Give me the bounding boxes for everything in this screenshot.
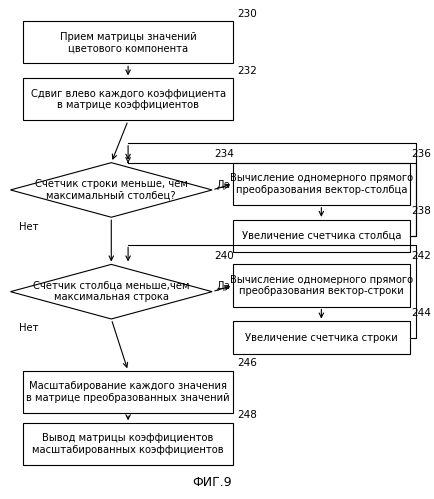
FancyBboxPatch shape xyxy=(233,163,409,205)
Text: 248: 248 xyxy=(237,410,256,420)
Text: Вычисление одномерного прямого
преобразования вектор-строки: Вычисление одномерного прямого преобразо… xyxy=(229,274,412,296)
Text: 246: 246 xyxy=(237,358,256,368)
FancyBboxPatch shape xyxy=(23,423,233,466)
Text: Счетчик столбца меньше,чем
максимальная строка: Счетчик столбца меньше,чем максимальная … xyxy=(33,281,189,302)
FancyBboxPatch shape xyxy=(23,371,233,413)
Text: ФИГ.9: ФИГ.9 xyxy=(192,476,231,489)
Polygon shape xyxy=(10,163,212,217)
Text: Сдвиг влево каждого коэффициента
в матрице коэффициентов: Сдвиг влево каждого коэффициента в матри… xyxy=(30,89,225,110)
Text: Вывод матрицы коэффициентов
масштабированных коэффициентов: Вывод матрицы коэффициентов масштабирова… xyxy=(32,434,224,455)
Text: 236: 236 xyxy=(411,149,431,159)
FancyBboxPatch shape xyxy=(23,78,233,120)
Text: Нет: Нет xyxy=(19,323,38,333)
Text: Да: Да xyxy=(216,180,230,190)
Text: Счетчик строки меньше, чем
максимальный столбец?: Счетчик строки меньше, чем максимальный … xyxy=(35,179,187,201)
Text: Да: Да xyxy=(216,281,230,291)
Polygon shape xyxy=(10,264,212,319)
Text: Масштабирование каждого значения
в матрице преобразованных значений: Масштабирование каждого значения в матри… xyxy=(26,381,230,403)
Text: 232: 232 xyxy=(237,66,256,76)
Text: 244: 244 xyxy=(411,308,431,318)
Text: 238: 238 xyxy=(411,206,431,216)
Text: 234: 234 xyxy=(214,149,233,159)
Text: Вычисление одномерного прямого
преобразования вектор-столбца: Вычисление одномерного прямого преобразо… xyxy=(229,173,412,195)
FancyBboxPatch shape xyxy=(233,220,409,252)
Text: Увеличение счетчика столбца: Увеличение счетчика столбца xyxy=(241,231,400,241)
FancyBboxPatch shape xyxy=(23,21,233,63)
Text: 230: 230 xyxy=(237,9,256,19)
Text: Увеличение счетчика строки: Увеличение счетчика строки xyxy=(244,332,397,343)
Text: Прием матрицы значений
цветового компонента: Прием матрицы значений цветового компоне… xyxy=(59,31,196,53)
Text: 240: 240 xyxy=(214,251,233,261)
FancyBboxPatch shape xyxy=(233,321,409,354)
FancyBboxPatch shape xyxy=(233,264,409,306)
Text: Нет: Нет xyxy=(19,222,38,232)
Text: 242: 242 xyxy=(411,251,431,261)
